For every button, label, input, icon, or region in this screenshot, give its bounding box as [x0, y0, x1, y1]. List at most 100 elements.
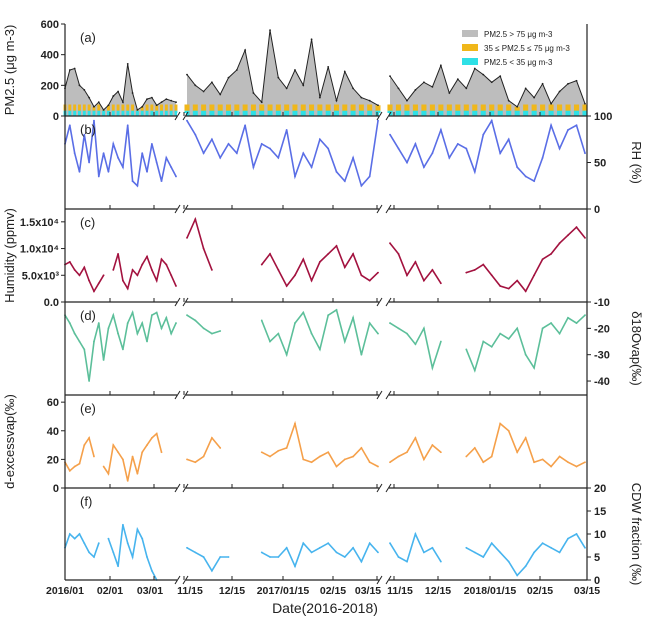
pm25-area: [65, 63, 176, 116]
pm25-low-bar: [421, 110, 427, 116]
y-tick-label: -20: [594, 323, 610, 335]
series-line: [64, 524, 158, 581]
pm25-low-bar: [121, 110, 125, 116]
pm25-low-bar: [489, 110, 495, 116]
pm25-low-bar: [97, 110, 101, 116]
pm25-mid-bar: [514, 106, 520, 111]
pm25-mid-bar: [404, 104, 410, 111]
pm25-mid-bar: [480, 104, 486, 111]
pm25-mid-bar: [226, 104, 232, 111]
pm25-low-bar: [87, 110, 91, 116]
pm25-low-bar: [358, 110, 364, 116]
pm25-mid-bar: [506, 104, 512, 111]
y-tick-label: 0: [594, 204, 600, 216]
pm25-mid-bar: [192, 104, 198, 111]
axis-break-slash: [376, 483, 383, 493]
y-tick-label: 1.5x10⁴: [20, 217, 59, 229]
pm25-low-bar: [325, 110, 331, 116]
pm25-mid-bar: [209, 104, 215, 111]
pm25-mid-bar: [358, 104, 364, 111]
pm25-mid-bar: [201, 104, 207, 111]
x-axis-label: Date(2016-2018): [272, 600, 378, 616]
panel-label: (a): [80, 30, 96, 45]
pm25-mid-bar: [73, 104, 77, 111]
axis-break-gap: [177, 485, 186, 491]
y-axis-label: Humidity (ppmv): [2, 208, 17, 303]
y-axis-label: CDW fraction (‰): [629, 483, 644, 586]
pm25-mid-bar: [160, 104, 163, 111]
axis-break-gap: [177, 299, 186, 305]
pm25-mid-bar: [540, 104, 546, 111]
pm25-low-bar: [275, 110, 281, 116]
series-line: [186, 541, 379, 573]
pm25-low-bar: [480, 110, 486, 116]
pm25-low-bar: [267, 110, 273, 116]
pm25-mid-bar: [375, 105, 381, 111]
axis-break-slash: [376, 390, 383, 400]
panel-e: [61, 395, 588, 493]
pm25-low-bar: [131, 110, 135, 116]
axis-break-slash: [376, 575, 383, 585]
y-tick-label: -40: [594, 376, 610, 388]
pm25-low-bar: [242, 110, 248, 116]
pm25-low-bar: [155, 110, 159, 116]
pm25-mid-bar: [140, 106, 144, 111]
axis-break-slash: [385, 575, 392, 585]
pm25-low-bar: [367, 110, 373, 116]
y-tick-label: 0: [53, 111, 59, 123]
pm25-low-bar: [234, 110, 240, 116]
pm25-low-bar: [164, 110, 168, 116]
pm25-mid-bar: [155, 105, 159, 111]
pm25-low-bar: [463, 110, 469, 116]
series-line: [389, 226, 586, 293]
series-line: [186, 216, 379, 288]
y-tick-label: 0.0: [44, 297, 59, 309]
series-line: [389, 63, 586, 108]
pm25-mid-bar: [68, 104, 72, 111]
pm25-low-bar: [160, 110, 163, 116]
pm25-mid-bar: [164, 104, 168, 111]
pm25-mid-bar: [548, 104, 554, 111]
series-line: [64, 63, 177, 111]
axis-break-slash: [385, 204, 392, 214]
pm25-low-bar: [350, 110, 356, 116]
pm25-mid-bar: [472, 104, 478, 111]
pm25-low-bar: [250, 110, 256, 116]
pm25-mid-bar: [111, 104, 115, 111]
series-line: [64, 310, 177, 382]
pm25-mid-bar: [463, 104, 469, 111]
pm25-mid-bar: [438, 104, 444, 111]
pm25-low-bar: [455, 110, 461, 116]
series-line: [186, 30, 379, 106]
y-tick-label: 400: [41, 50, 59, 62]
pm25-mid-bar: [184, 104, 190, 111]
x-tick-label: 03/15: [355, 585, 381, 597]
pm25-mid-bar: [82, 104, 86, 111]
panel-c: [61, 209, 588, 307]
panel-d: [64, 301, 591, 400]
pm25-low-bar: [497, 110, 503, 116]
pm25-low-bar: [78, 110, 81, 116]
series-line: [64, 120, 177, 188]
pm25-low-bar: [395, 110, 402, 116]
pm25-low-bar: [472, 110, 478, 116]
axis-break-slash: [174, 575, 181, 585]
pm25-low-bar: [126, 110, 130, 116]
pm25-mid-bar: [557, 104, 563, 111]
pm25-mid-bar: [87, 104, 91, 111]
pm25-low-bar: [506, 110, 512, 116]
pm25-mid-bar: [367, 104, 373, 111]
pm25-low-bar: [438, 110, 444, 116]
legend-swatch: [462, 30, 478, 37]
pm25-low-bar: [209, 110, 215, 116]
x-tick-label: 02/01: [97, 585, 123, 597]
pm25-mid-bar: [242, 104, 248, 111]
pm25-low-bar: [342, 110, 348, 116]
pm25-low-bar: [259, 110, 265, 116]
pm25-mid-bar: [325, 104, 331, 111]
pm25-low-bar: [523, 110, 529, 116]
pm25-mid-bar: [116, 104, 120, 111]
pm25-low-bar: [375, 110, 381, 116]
x-tick-label: 11/15: [387, 585, 413, 597]
pm25-mid-bar: [300, 104, 306, 111]
